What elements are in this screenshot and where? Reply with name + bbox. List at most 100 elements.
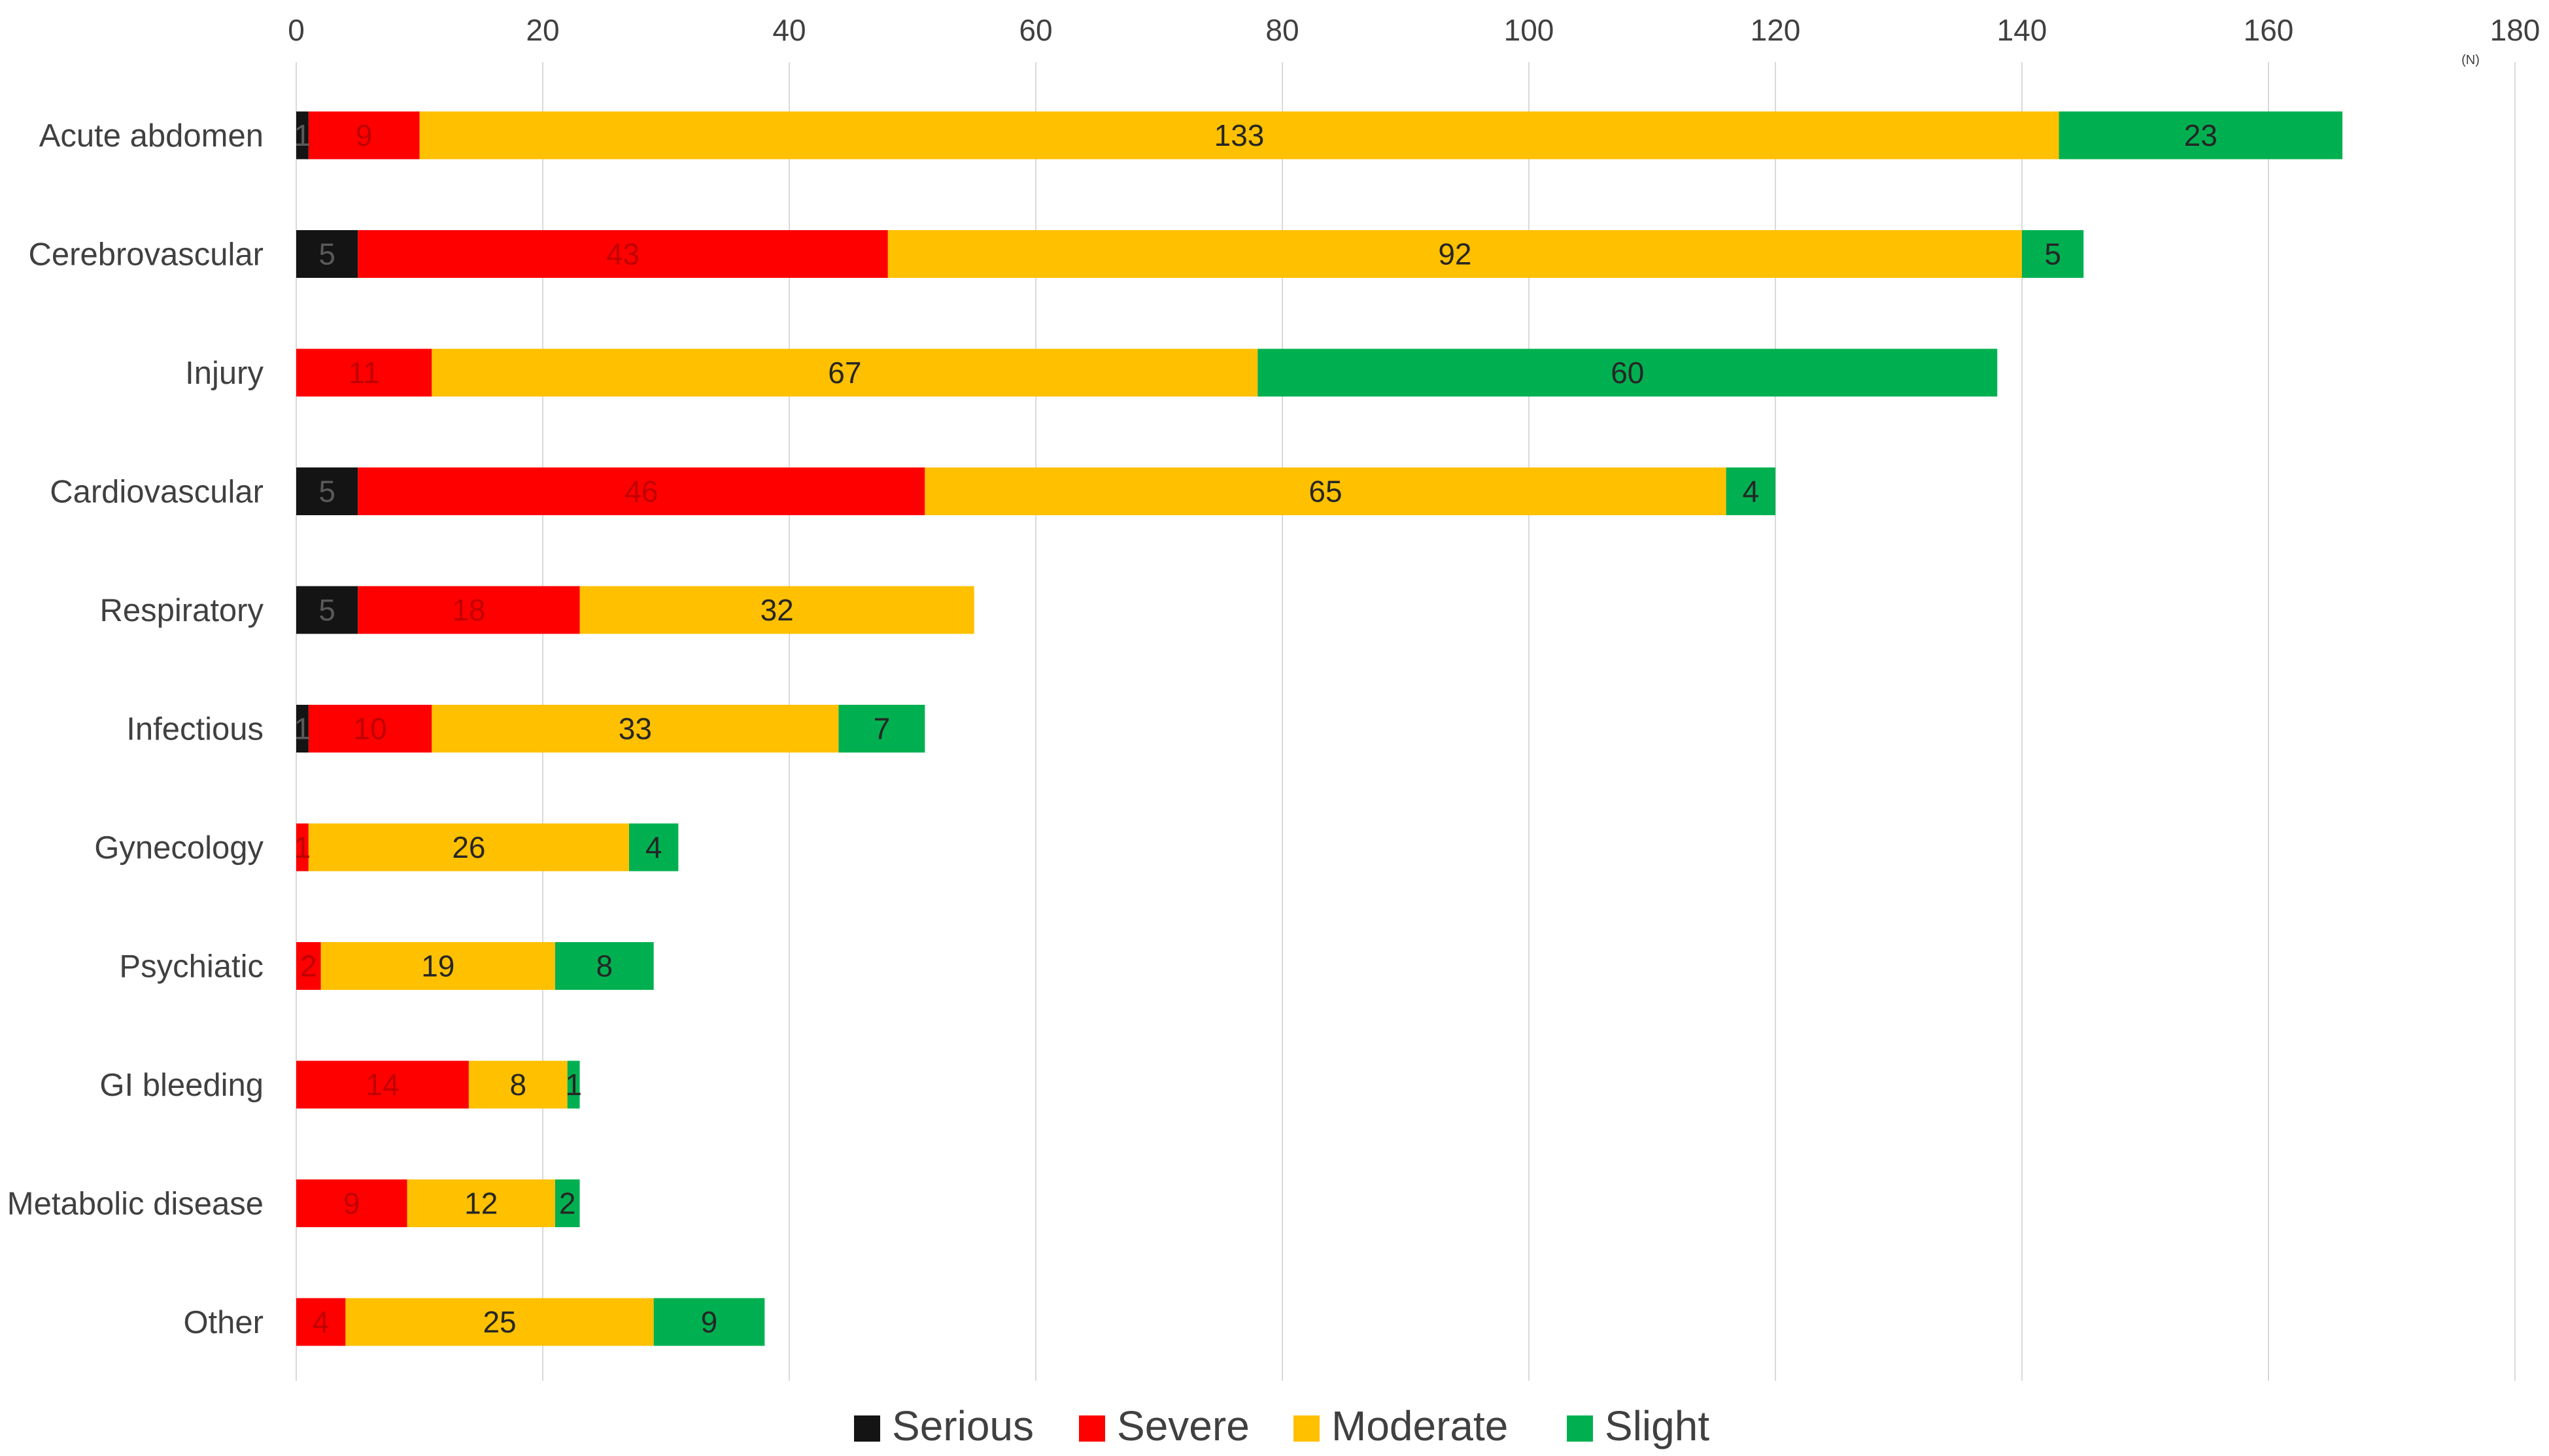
data-label: 26 (452, 830, 485, 864)
data-labels: 1 9 133 235 43 92 511 67 605 46 65 45 18 321 10 33 71 26 4… (294, 118, 2217, 1339)
legend-swatch-severe (1079, 1415, 1105, 1442)
bar-segment-moderate (468, 1060, 568, 1109)
x-axis-unit-label: (N) (2461, 53, 2480, 67)
bar-segment-moderate (308, 823, 629, 872)
legend: Serious Severe Moderate Slight (854, 1402, 1709, 1449)
data-label: 46 (624, 475, 658, 509)
data-label: 2 (300, 949, 317, 983)
data-label: 4 (313, 1305, 330, 1339)
legend-label: Serious (892, 1402, 1034, 1449)
data-label: 1 (294, 830, 311, 864)
data-label: 43 (606, 237, 640, 271)
bar-segment-moderate (432, 348, 1258, 397)
data-label: 14 (366, 1068, 399, 1102)
legend-swatch-slight (1567, 1415, 1593, 1442)
category-label: Gynecology (94, 830, 264, 866)
bar-segment-severe (296, 1298, 346, 1346)
bar-segment-severe (296, 1179, 407, 1227)
bar-segment-slight (838, 705, 925, 753)
data-label: 18 (452, 593, 485, 627)
bar-segment-severe (308, 705, 432, 753)
data-label: 67 (828, 356, 861, 390)
bar-segment-slight (1726, 467, 1775, 515)
bar-segment-severe (296, 823, 309, 872)
data-label: 11 (349, 356, 380, 390)
legend-label: Slight (1605, 1402, 1709, 1449)
x-tick-label: 60 (1019, 13, 1052, 47)
data-label: 1 (294, 118, 311, 152)
data-label: 8 (510, 1068, 527, 1102)
data-label: 5 (2044, 237, 2061, 271)
bar-segment-serious (296, 230, 358, 278)
bar-segment-severe (296, 942, 321, 990)
data-label: 5 (318, 237, 335, 271)
bar-segments (296, 111, 2343, 1346)
data-label: 7 (874, 712, 891, 746)
data-label: 133 (1214, 118, 1265, 152)
x-tick-label: 80 (1265, 13, 1299, 47)
bar-segment-moderate (320, 942, 555, 990)
category-label: Psychiatic (119, 949, 264, 985)
bar-segment-slight (555, 942, 654, 990)
bar-segment-slight (628, 823, 679, 872)
category-label: Cerebrovascular (29, 237, 264, 273)
x-tick-label: 40 (772, 13, 806, 47)
bar-segment-severe (358, 230, 888, 278)
x-tick-label: 0 (288, 13, 305, 47)
bar-segment-severe (308, 111, 420, 160)
data-label: 25 (483, 1305, 516, 1339)
bar-segment-slight (555, 1179, 580, 1227)
bar-segment-moderate (887, 230, 2022, 278)
x-tick-label: 100 (1504, 13, 1554, 47)
data-label: 23 (2184, 118, 2217, 152)
data-label: 12 (464, 1187, 498, 1221)
bar-segment-slight (2022, 230, 2084, 278)
data-label: 1 (565, 1068, 582, 1102)
legend-swatch-moderate (1293, 1415, 1320, 1442)
data-label: 5 (318, 593, 335, 627)
bar-segment-moderate (579, 586, 974, 634)
data-label: 9 (343, 1187, 360, 1221)
bar-segment-severe (358, 586, 580, 634)
data-label: 92 (1438, 237, 1471, 271)
data-label: 10 (354, 712, 387, 746)
x-tick-label: 140 (1997, 13, 2047, 47)
bar-segment-slight (2059, 111, 2343, 160)
gridlines (296, 62, 2516, 1381)
legend-label: Moderate (1331, 1402, 1508, 1449)
x-axis-ticks: 0 20 40 60 80 100 120 140 160 180 (288, 13, 2540, 47)
category-label: Infectious (126, 712, 264, 747)
legend-swatch-serious (854, 1415, 880, 1442)
category-label: Acute abdomen (39, 118, 264, 154)
data-label: 65 (1309, 475, 1342, 509)
bar-segment-severe (358, 467, 925, 515)
bar-segment-severe (296, 1060, 469, 1109)
category-label: Injury (185, 356, 264, 391)
x-tick-label: 120 (1751, 13, 1801, 47)
data-label: 60 (1611, 356, 1644, 390)
bar-segment-moderate (345, 1298, 654, 1346)
category-labels: Acute abdomen Cerebrovascular Injury Cardio… (7, 118, 264, 1340)
data-label: 2 (559, 1187, 576, 1221)
x-tick-label: 160 (2244, 13, 2294, 47)
bar-segment-serious (296, 586, 358, 634)
bar-segment-slight (653, 1298, 765, 1346)
bar-segment-moderate (432, 705, 839, 753)
data-label: 4 (645, 830, 662, 864)
bar-segment-moderate (407, 1179, 555, 1227)
bar-segment-moderate (925, 467, 1726, 515)
data-label: 8 (596, 949, 613, 983)
data-label: 4 (1743, 475, 1760, 509)
legend-label: Severe (1117, 1402, 1250, 1449)
category-label: Other (183, 1305, 264, 1340)
data-label: 9 (701, 1305, 718, 1339)
bar-segment-serious (296, 111, 309, 160)
bar-segment-serious (296, 467, 358, 515)
bar-segment-serious (296, 705, 309, 753)
x-tick-label: 20 (526, 13, 559, 47)
bar-segment-moderate (419, 111, 2059, 160)
data-label: 1 (294, 712, 311, 746)
category-label: Metabolic disease (7, 1187, 264, 1222)
data-label: 5 (318, 475, 335, 509)
